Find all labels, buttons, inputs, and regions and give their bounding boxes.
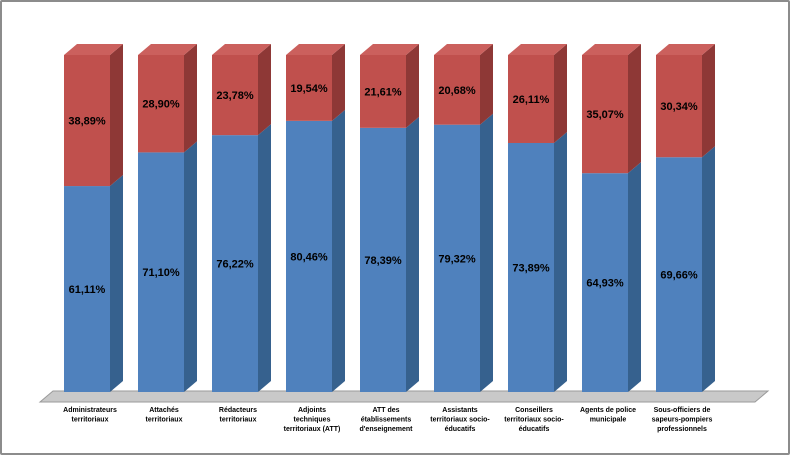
bar-top-red: [64, 44, 123, 55]
bar-front-red: [286, 55, 332, 121]
bar-front-blue: [212, 135, 258, 392]
bar-top-red: [138, 44, 197, 55]
bar-side-blue: [702, 146, 715, 392]
bar-front-blue: [582, 173, 628, 392]
bar-top-red: [582, 44, 641, 55]
category-label: Administrateurs territoriaux: [63, 407, 117, 424]
bar-front-blue: [508, 142, 554, 392]
data-label-red: 35,07%: [586, 109, 624, 121]
data-label-blue: 78,39%: [364, 255, 402, 267]
bar-6: 73,89% 26,11%: [508, 44, 567, 392]
bar-5: 79,32% 20,68%: [434, 44, 493, 393]
bar-4: 78,39% 21,61%: [360, 44, 419, 393]
bar-top-red: [212, 44, 271, 55]
data-label-blue: 64,93%: [586, 278, 624, 290]
data-label-red: 23,78%: [216, 90, 254, 102]
data-label-red: 30,34%: [660, 101, 698, 113]
data-label-red: 28,90%: [142, 99, 180, 111]
bar-top-red: [286, 44, 345, 55]
bar-front-red: [582, 55, 628, 174]
bar-front-red: [360, 55, 406, 128]
data-label-blue: 76,22%: [216, 259, 254, 271]
data-label-red: 38,89%: [68, 116, 106, 128]
bar-8: 69,66% 30,34%: [656, 44, 715, 392]
bar-front-blue: [434, 124, 480, 393]
bar-2: 76,22% 23,78%: [212, 44, 271, 392]
bar-side-red: [628, 44, 641, 174]
bar-0: 61,11% 38,89%: [64, 44, 123, 392]
bar-top-red: [434, 44, 493, 55]
bar-side-blue: [480, 113, 493, 393]
bar-side-blue: [332, 109, 345, 393]
bar-3: 80,46% 19,54%: [286, 44, 345, 393]
data-label-blue: 79,32%: [438, 253, 476, 265]
bar-front-red: [434, 55, 480, 125]
bar-side-blue: [406, 116, 419, 393]
data-label-blue: 80,46%: [290, 251, 328, 263]
data-label-blue: 71,10%: [142, 267, 180, 279]
bar-top-red: [656, 44, 715, 55]
bar-7: 64,93% 35,07%: [582, 44, 641, 392]
bar-side-blue: [628, 162, 641, 392]
bar-front-blue: [360, 127, 406, 393]
category-label: ATT des établissements d'enseignement: [359, 407, 413, 433]
bar-side-red: [702, 44, 715, 158]
data-label-blue: 61,11%: [69, 284, 106, 296]
chart-floor: [38, 390, 770, 403]
bar-1: 71,10% 28,90%: [138, 44, 197, 392]
bar-top-red: [508, 44, 567, 55]
bar-side-blue: [554, 131, 567, 392]
bar-side-red: [406, 44, 419, 128]
bar-side-red: [554, 44, 567, 143]
data-label-red: 19,54%: [290, 83, 328, 95]
bar-side-red: [480, 44, 493, 125]
bar-front-red: [64, 55, 110, 187]
data-label-red: 20,68%: [438, 85, 476, 97]
bar-side-red: [184, 44, 197, 153]
bar-side-blue: [184, 141, 197, 392]
bar-front-red: [212, 55, 258, 136]
category-label: Adjoints techniques territoriaux (ATT): [284, 407, 341, 433]
bar-front-blue: [286, 120, 332, 393]
category-label: Attachés territoriaux: [146, 407, 183, 424]
bar-top-red: [360, 44, 419, 55]
category-label: Rédacteurs territoriaux: [219, 407, 257, 424]
bar-side-blue: [258, 124, 271, 392]
bar-side-blue: [110, 175, 123, 392]
bar-front-red: [508, 55, 554, 143]
category-label: Conseillers territoriaux socio-éducatifs: [504, 407, 564, 433]
data-label-blue: 69,66%: [660, 270, 698, 282]
bar-front-red: [656, 55, 702, 158]
category-label: Assistants territoriaux socio-éducatifs: [430, 407, 490, 433]
data-label-red: 26,11%: [513, 94, 550, 106]
bar-front-blue: [138, 152, 184, 392]
bar-side-red: [332, 44, 345, 121]
bar-side-red: [110, 44, 123, 187]
bar-front-blue: [656, 157, 702, 392]
category-label: Sous-officiers de sapeurs-pompiers profess…: [652, 407, 713, 433]
data-label-blue: 73,89%: [512, 262, 550, 274]
category-label: Agents de police municipale: [580, 407, 636, 424]
bar-front-red: [138, 55, 184, 153]
bar-front-blue: [64, 186, 110, 392]
bar-side-red: [258, 44, 271, 136]
data-label-red: 21,61%: [364, 86, 402, 98]
